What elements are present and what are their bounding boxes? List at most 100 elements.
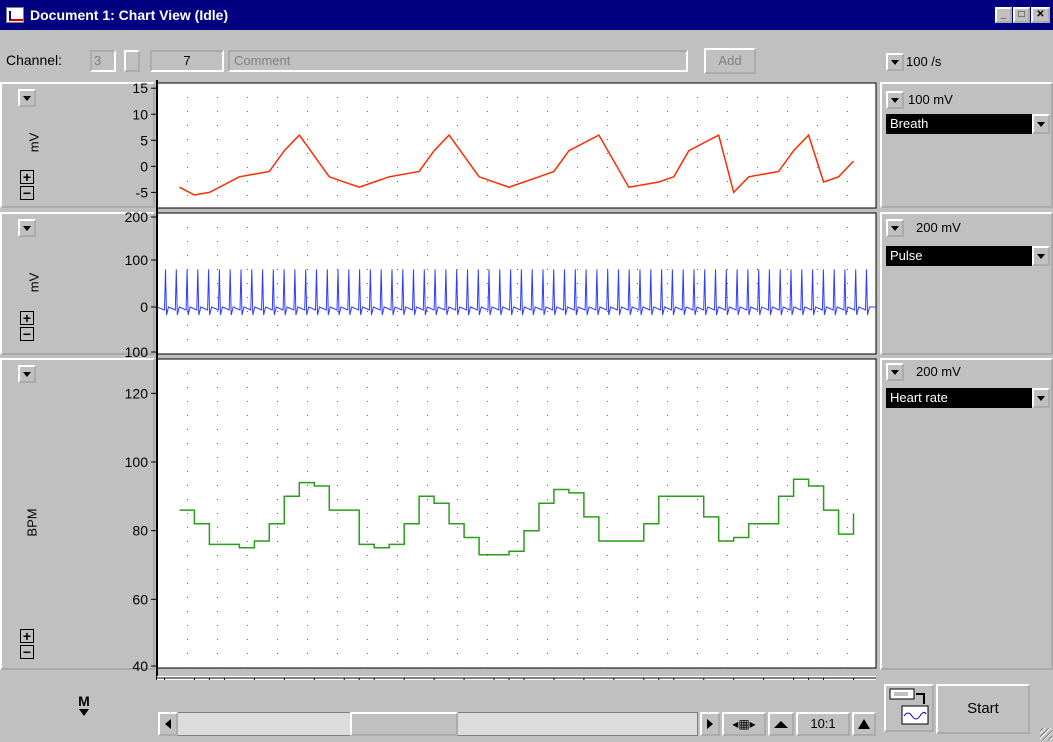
channel-3-scale-dropdown[interactable] [18, 365, 36, 383]
scroll-right-button[interactable] [700, 712, 720, 736]
grid-dot [637, 97, 638, 98]
grid-dot [307, 429, 308, 430]
resize-grip-icon[interactable] [1040, 728, 1052, 740]
rate-dropdown-button[interactable] [886, 53, 904, 71]
grid-dot [427, 443, 428, 444]
grid-dot [337, 255, 338, 256]
close-button[interactable]: ✕ [1031, 7, 1050, 23]
channel-3-range-dropdown[interactable] [886, 363, 904, 381]
grid-dot [637, 255, 638, 256]
grid-dot [247, 227, 248, 228]
grid-dot [397, 639, 398, 640]
grid-dot [517, 527, 518, 528]
grid-dot [247, 387, 248, 388]
scroll-left-button[interactable] [158, 712, 178, 736]
grid-dot [367, 353, 368, 354]
grid-dot [397, 485, 398, 486]
grid-dot [277, 125, 278, 126]
grid-dot [817, 457, 818, 458]
grid-dot [247, 241, 248, 242]
start-button[interactable]: Start [936, 684, 1030, 734]
grid-dot [847, 241, 848, 242]
grid-dot [217, 97, 218, 98]
record-setup-button[interactable] [884, 684, 934, 732]
channel-1-name-dropdown[interactable] [1032, 114, 1050, 134]
channel-1-scale-dropdown[interactable] [18, 89, 36, 107]
grid-dot [817, 415, 818, 416]
grid-dot [457, 583, 458, 584]
grid-dot [667, 541, 668, 542]
grid-dot [787, 597, 788, 598]
channel-1-zoom-out-button[interactable]: − [20, 186, 34, 200]
marker-button[interactable]: M [74, 694, 94, 716]
grid-dot [517, 167, 518, 168]
grid-dot [637, 227, 638, 228]
channel-spinner[interactable] [124, 50, 140, 72]
grid-dot [577, 667, 578, 668]
comment-input[interactable]: Comment [228, 50, 688, 72]
grid-dot [607, 167, 608, 168]
scroll-thumb[interactable] [350, 712, 458, 736]
grid-dot [577, 387, 578, 388]
grid-dot [667, 611, 668, 612]
add-comment-button[interactable]: Add [704, 48, 756, 74]
channel-3-zoom-in-button[interactable]: + [20, 629, 34, 643]
grid-dot [427, 297, 428, 298]
grid-dot [517, 111, 518, 112]
grid-dot [757, 111, 758, 112]
grid-dot [247, 485, 248, 486]
grid-dot [817, 401, 818, 402]
channel-1-name[interactable]: Breath [886, 114, 1032, 134]
grid-dot [487, 139, 488, 140]
grid-dot [607, 555, 608, 556]
channel-1-range-dropdown[interactable] [886, 91, 904, 109]
grid-dot [307, 569, 308, 570]
channel-2-name[interactable]: Pulse [886, 246, 1032, 266]
grid-dot [247, 167, 248, 168]
grid-dot [337, 625, 338, 626]
channel-2-name-dropdown[interactable] [1032, 246, 1050, 266]
channel-2-scale-dropdown[interactable] [18, 219, 36, 237]
channel-2-zoom-in-button[interactable]: + [20, 311, 34, 325]
grid-dot [367, 555, 368, 556]
grid-dot [787, 667, 788, 668]
grid-dot [847, 471, 848, 472]
channel-3-name-dropdown[interactable] [1032, 388, 1050, 408]
channel-2-zoom-out-button[interactable]: − [20, 327, 34, 341]
grid-dot [727, 429, 728, 430]
minimize-button[interactable]: _ [995, 7, 1012, 23]
grid-dot [217, 597, 218, 598]
grid-dot [277, 311, 278, 312]
grid-dot [367, 139, 368, 140]
grid-dot [187, 339, 188, 340]
y-tick-label: 10 [132, 106, 148, 122]
maximize-button[interactable]: □ [1013, 7, 1030, 23]
channel-3-name[interactable]: Heart rate [886, 388, 1032, 408]
grid-dot [367, 255, 368, 256]
channel-1-zoom-in-button[interactable]: + [20, 170, 34, 184]
horizontal-fit-button[interactable]: ◂▦▸ [722, 712, 766, 736]
recorder-icon [889, 688, 929, 725]
grid-dot [517, 583, 518, 584]
grid-dot [277, 569, 278, 570]
grid-dot [217, 611, 218, 612]
channel-3-zoom-out-button[interactable]: − [20, 645, 34, 659]
zoom-ratio[interactable]: 10:1 [796, 712, 850, 736]
channel-input[interactable]: 3 [90, 50, 116, 72]
grid-dot [817, 653, 818, 654]
grid-dot [607, 339, 608, 340]
grid-dot [727, 471, 728, 472]
grid-dot [517, 139, 518, 140]
zoom-up-button[interactable] [852, 712, 876, 736]
grid-dot [577, 527, 578, 528]
channel-2-range-dropdown[interactable] [886, 219, 904, 237]
grid-dot [727, 283, 728, 284]
comment-number[interactable]: 7 [150, 50, 224, 72]
grid-dot [307, 513, 308, 514]
grid-dot [817, 499, 818, 500]
grid-dot [337, 181, 338, 182]
grid-dot [307, 471, 308, 472]
grid-dot [787, 255, 788, 256]
compression-button[interactable] [768, 712, 794, 736]
grid-dot [577, 283, 578, 284]
